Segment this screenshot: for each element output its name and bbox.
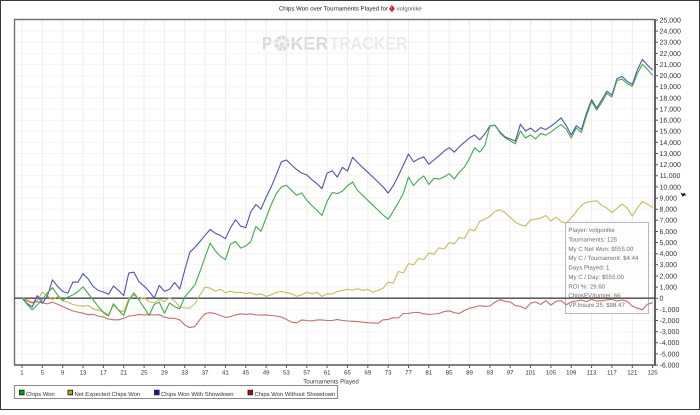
svg-text:73: 73 — [385, 370, 392, 377]
svg-text:0: 0 — [660, 296, 664, 303]
svg-text:117: 117 — [607, 370, 617, 377]
svg-text:1: 1 — [20, 370, 24, 377]
svg-text:Chips Won With Showdown: Chips Won With Showdown — [161, 391, 234, 398]
svg-text:69: 69 — [364, 370, 371, 377]
svg-text:VP.Insure 25: $98.47: VP.Insure 25: $98.47 — [568, 302, 625, 309]
svg-text:24,000: 24,000 — [660, 29, 682, 36]
svg-text:41: 41 — [222, 370, 229, 377]
svg-text:22,000: 22,000 — [660, 51, 682, 58]
svg-text:My C / Day: $555.00: My C / Day: $555.00 — [568, 274, 624, 281]
svg-text:105: 105 — [546, 370, 557, 377]
svg-text:37: 37 — [202, 370, 209, 377]
svg-text:TRACKER: TRACKER — [330, 34, 408, 54]
svg-text:14,000: 14,000 — [660, 140, 682, 147]
svg-text:13,000: 13,000 — [660, 151, 682, 158]
svg-text:7,000: 7,000 — [660, 218, 678, 225]
svg-text:29: 29 — [161, 370, 168, 377]
svg-text:My C / Tournament: $4.44: My C / Tournament: $4.44 — [568, 255, 639, 262]
svg-text:-6,000: -6,000 — [660, 362, 680, 369]
svg-text:-4,000: -4,000 — [660, 340, 680, 347]
svg-text:8,000: 8,000 — [660, 207, 678, 214]
svg-text:125: 125 — [648, 370, 659, 377]
svg-text:volgonike: volgonike — [397, 6, 423, 13]
svg-text:18,000: 18,000 — [660, 95, 682, 102]
svg-text:-1,000: -1,000 — [660, 307, 680, 314]
svg-text:ChipsEV/turniej: 66: ChipsEV/turniej: 66 — [568, 293, 621, 300]
svg-text:121: 121 — [627, 370, 638, 377]
svg-text:81: 81 — [425, 370, 432, 377]
svg-text:5: 5 — [41, 370, 45, 377]
svg-text:77: 77 — [405, 370, 412, 377]
svg-text:21: 21 — [120, 370, 127, 377]
svg-text:49: 49 — [263, 370, 270, 377]
svg-text:17,000: 17,000 — [660, 106, 682, 113]
svg-text:Player: volgonike: Player: volgonike — [568, 227, 615, 234]
svg-text:Chips Won over Tournaments Pla: Chips Won over Tournaments Played for — [279, 6, 388, 13]
svg-text:61: 61 — [324, 370, 331, 377]
svg-text:109: 109 — [566, 370, 577, 377]
svg-text:85: 85 — [446, 370, 453, 377]
svg-text:16,000: 16,000 — [660, 118, 682, 125]
svg-text:P: P — [262, 34, 272, 54]
svg-text:4,000: 4,000 — [660, 251, 678, 258]
svg-text:57: 57 — [303, 370, 310, 377]
svg-text:6,000: 6,000 — [660, 229, 678, 236]
svg-text:Days Played: 1: Days Played: 1 — [568, 265, 610, 272]
svg-text:23,000: 23,000 — [660, 40, 682, 47]
svg-text:101: 101 — [525, 370, 536, 377]
svg-text:113: 113 — [587, 370, 597, 377]
svg-text:25: 25 — [141, 370, 148, 377]
svg-text:65: 65 — [344, 370, 351, 377]
svg-text:21,000: 21,000 — [660, 62, 682, 69]
svg-text:17: 17 — [100, 370, 107, 377]
svg-text:53: 53 — [283, 370, 290, 377]
svg-text:-5,000: -5,000 — [660, 351, 680, 358]
svg-text:My C Net Won: $555.00: My C Net Won: $555.00 — [568, 246, 634, 253]
svg-text:9: 9 — [61, 370, 65, 377]
svg-text:Chips Won: Chips Won — [26, 391, 55, 398]
svg-text:15,000: 15,000 — [660, 129, 682, 136]
svg-text:97: 97 — [507, 370, 514, 377]
svg-text:Tournaments: 125: Tournaments: 125 — [568, 237, 617, 244]
svg-text:5,000: 5,000 — [660, 240, 678, 247]
svg-text:KER: KER — [291, 34, 329, 54]
svg-text:2,000: 2,000 — [660, 273, 678, 280]
svg-text:89: 89 — [466, 370, 473, 377]
svg-text:33: 33 — [181, 370, 188, 377]
svg-text:25,000: 25,000 — [660, 17, 682, 24]
svg-text:9,000: 9,000 — [660, 196, 678, 203]
svg-text:12,000: 12,000 — [660, 162, 682, 169]
svg-text:20,000: 20,000 — [660, 73, 682, 80]
svg-text:1,000: 1,000 — [660, 285, 678, 292]
svg-text:93: 93 — [487, 370, 494, 377]
svg-text:-2,000: -2,000 — [660, 318, 680, 325]
svg-text:10,000: 10,000 — [660, 184, 682, 191]
svg-text:13: 13 — [80, 370, 87, 377]
svg-text:3,000: 3,000 — [660, 262, 678, 269]
svg-text:19,000: 19,000 — [660, 84, 682, 91]
svg-text:Tournaments Played: Tournaments Played — [303, 379, 359, 386]
svg-text:45: 45 — [242, 370, 249, 377]
svg-text:Net Expected Chips Won: Net Expected Chips Won — [75, 391, 141, 398]
svg-text:11,000: 11,000 — [660, 173, 681, 180]
svg-text:-3,000: -3,000 — [660, 329, 680, 336]
svg-text:Chips Won Without Showdown: Chips Won Without Showdown — [255, 391, 336, 398]
svg-text:ROI %: 29.60: ROI %: 29.60 — [568, 283, 605, 290]
